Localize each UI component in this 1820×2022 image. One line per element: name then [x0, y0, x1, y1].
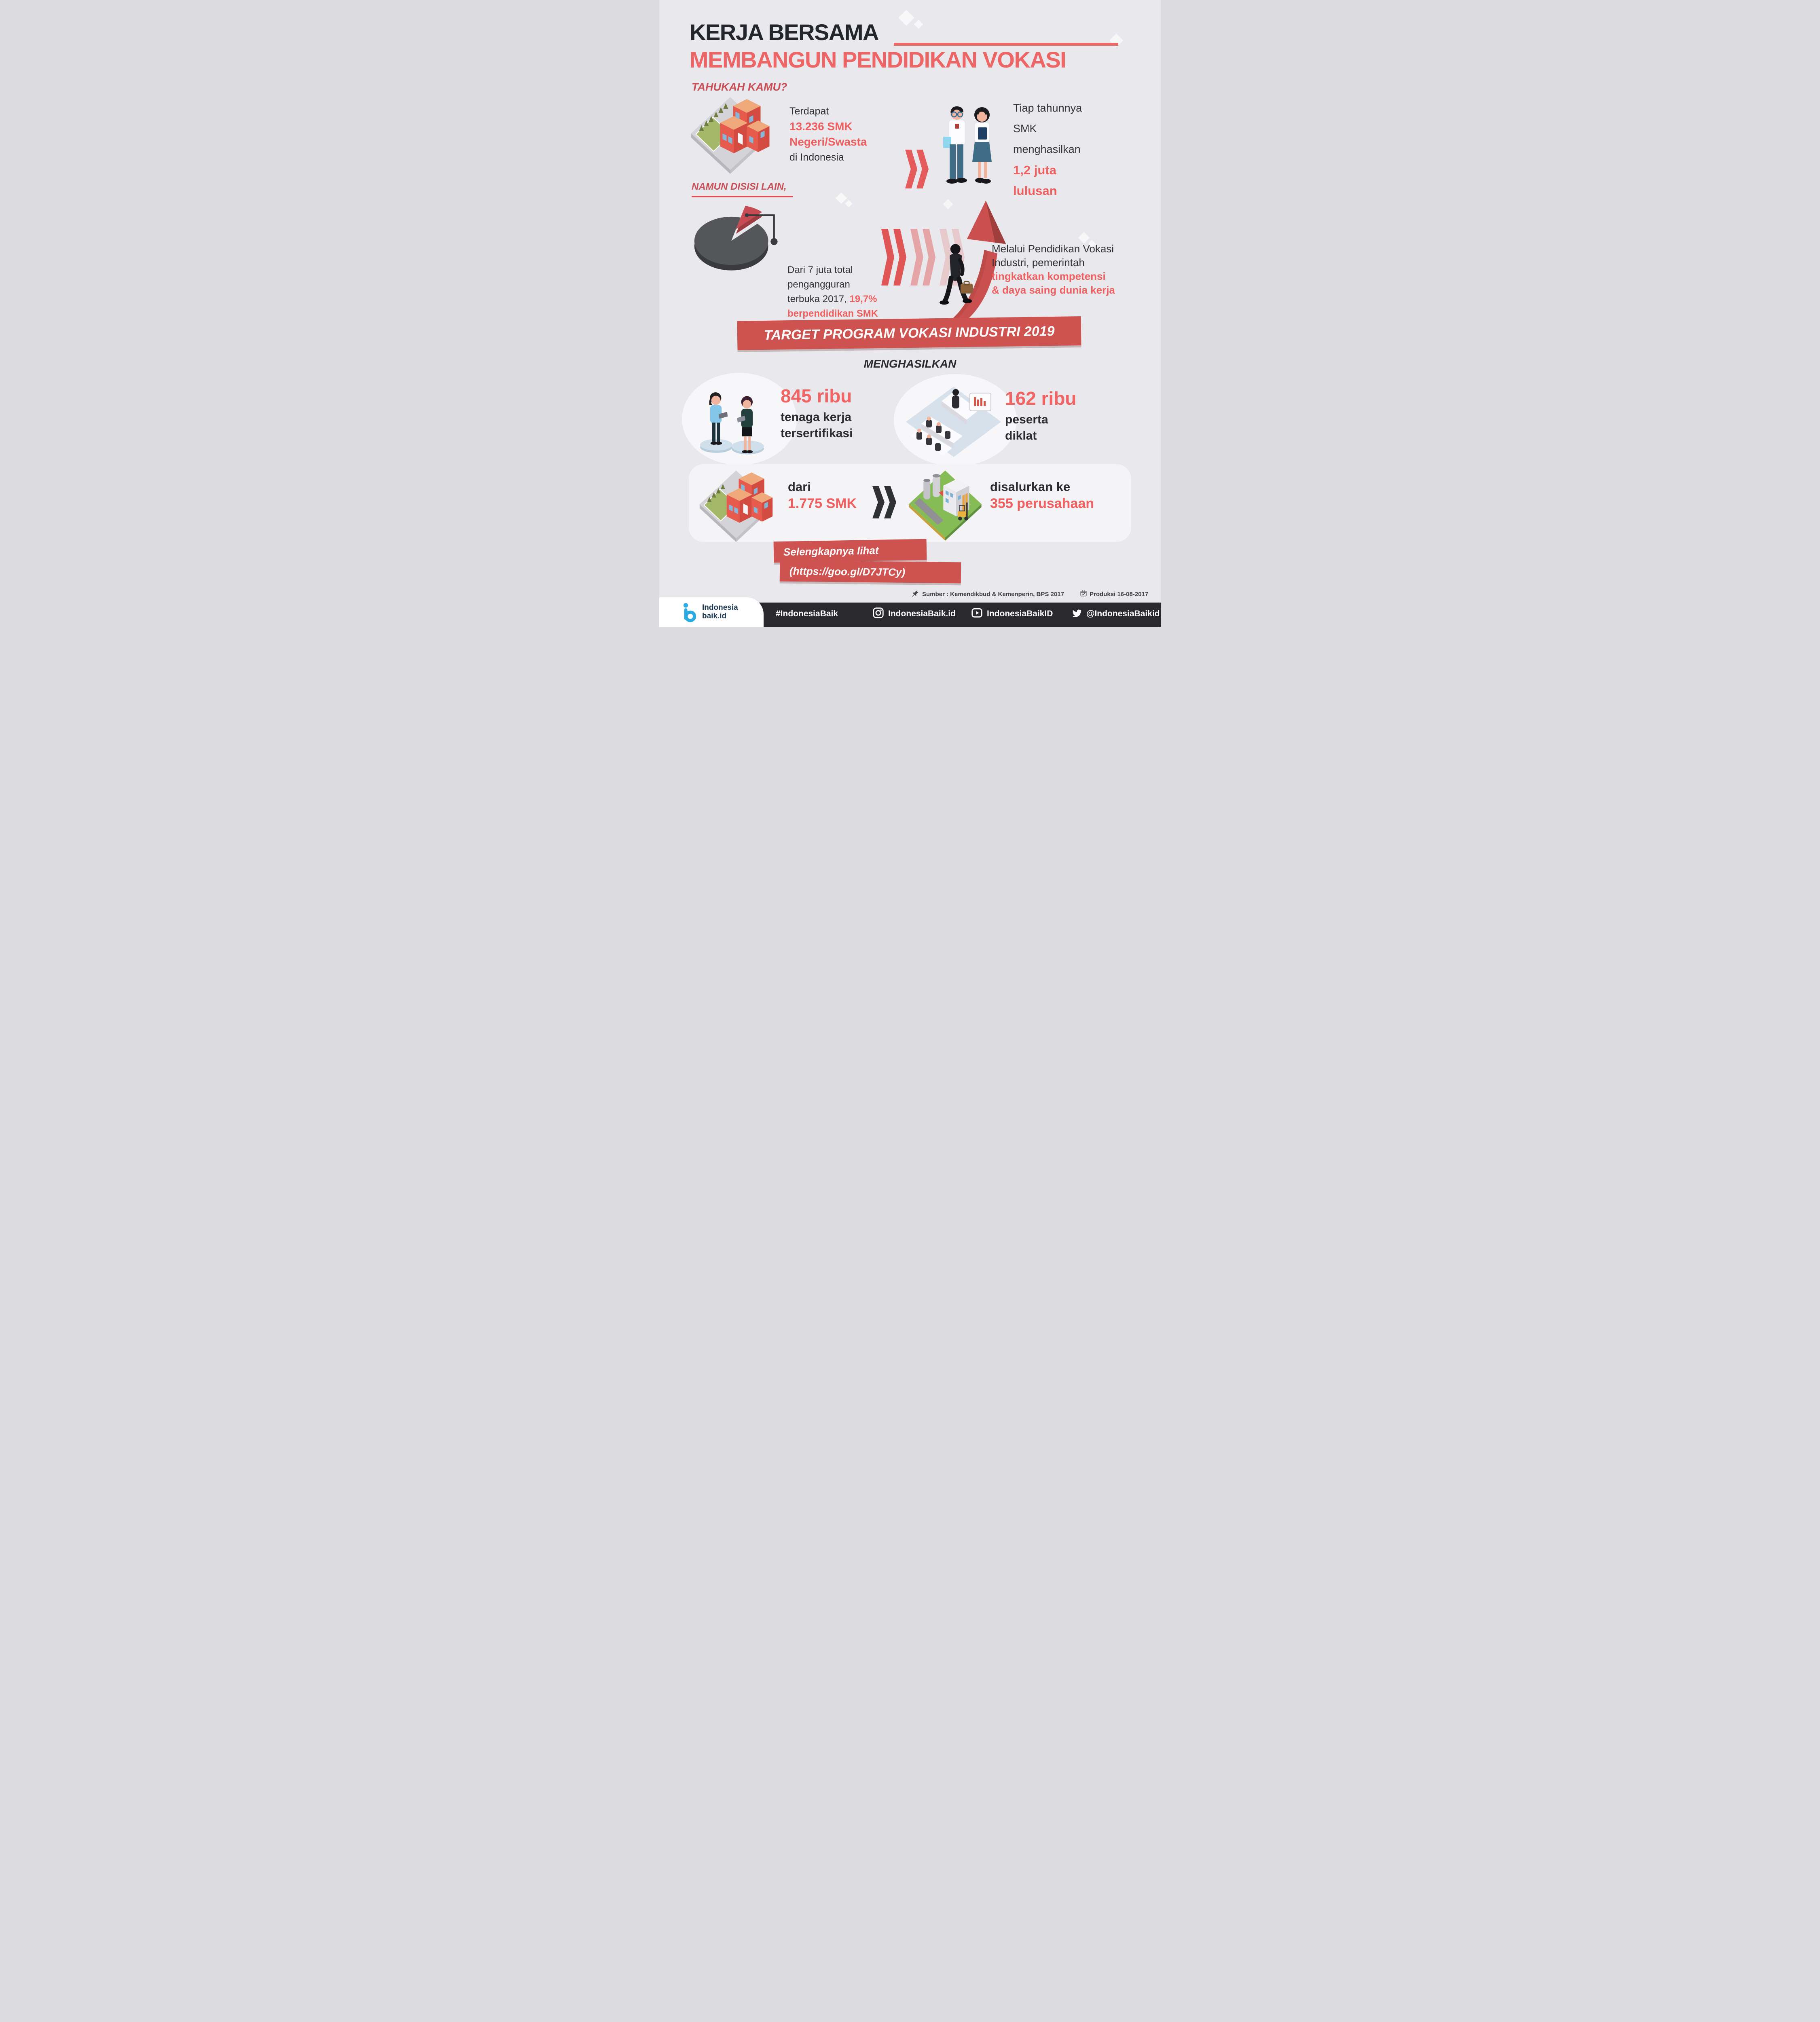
calendar-check-icon [1080, 590, 1087, 596]
footer-instagram-handle[interactable]: IndonesiaBaik.id [888, 609, 956, 618]
fact-text: Industri, pemerintah [992, 256, 1085, 269]
footer-twitter-handle[interactable]: @IndonesiaBaikid [1086, 609, 1160, 618]
fact-highlight: 1,2 juta [1013, 163, 1056, 177]
pie-chart-illustration [694, 206, 778, 271]
fact-text: terbuka 2017, [787, 294, 850, 305]
flow-from-label: dari [788, 480, 811, 494]
fact-highlight: & daya saing dunia kerja [992, 284, 1115, 296]
fact-highlight: tingkatkan kompetensi [992, 270, 1106, 282]
stat-certified-value: 845 ribu [781, 385, 852, 406]
however-vokasi-fact: Melalui Pendidikan Vokasi Industri, peme… [992, 242, 1115, 297]
flow-to-label: disalurkan ke [990, 480, 1071, 494]
fact-text: Melalui Pendidikan Vokasi [992, 243, 1114, 255]
flow-from-value: 1.775 SMK [788, 496, 857, 511]
however-pie-fact: Dari 7 juta total pengangguran terbuka 2… [787, 263, 878, 321]
training-class-illustration [906, 387, 1001, 457]
target-banner-label: TARGET PROGRAM VOKASI INDUSTRI 2019 [764, 323, 1055, 343]
stat-label-line: peserta [1005, 413, 1048, 426]
stat-label-line: tersertifikasi [781, 427, 853, 440]
stat-label-line: diklat [1005, 429, 1037, 442]
logo-line: baik.id [702, 612, 727, 620]
fact-text: menghasilkan [1013, 143, 1081, 155]
chevron-right-icon [905, 150, 917, 188]
fact-text: di Indonesia [789, 152, 844, 163]
fact-text: Terdapat [789, 106, 829, 117]
logo-line: Indonesia [702, 603, 738, 612]
factory-illustration [909, 470, 982, 541]
page-title-line2: MEMBANGUN PENDIDIKAN VOKASI [690, 47, 1067, 72]
title-underline [894, 43, 1118, 46]
fact-text-mixed: terbuka 2017, 19,7% [787, 292, 878, 307]
deco-diamond [914, 19, 923, 29]
know-heading: TAHUKAH KAMU? [692, 81, 787, 93]
footer-youtube-handle[interactable]: IndonesiaBaikID [987, 609, 1053, 618]
target-subheading: MENGHASILKAN [863, 357, 957, 370]
fact-text: pengangguran [787, 279, 850, 290]
footer-logo-card [659, 597, 764, 627]
deco-diamond [898, 10, 914, 26]
instagram-icon[interactable] [873, 607, 884, 618]
fact-highlight: 13.236 SMK [789, 120, 853, 133]
however-heading: NAMUN DISISI LAIN, [692, 181, 787, 192]
stat-training-value: 162 ribu [1005, 388, 1077, 409]
deco-diamond [845, 200, 853, 207]
source-credit: Sumber : Kemendikbud & Kemenperin, BPS 2… [922, 591, 1064, 598]
fact-highlight: 19,7% [849, 294, 877, 305]
youtube-play-icon[interactable] [971, 607, 982, 618]
stat-certified-label: tenaga kerja tersertifikasi [781, 409, 853, 442]
fact-text: Tiap tahunnya [1013, 102, 1082, 114]
flow-to-value: 355 perusahaan [990, 496, 1094, 511]
more-info-url[interactable]: (https://goo.gl/D7JTCy) [789, 565, 906, 578]
footer-hashtag[interactable]: #IndonesiaBaik [776, 609, 838, 618]
production-date: Produksi 16-08-2017 [1090, 591, 1149, 598]
more-info-line1: Selengkapnya lihat [783, 544, 879, 558]
fact-text: Dari 7 juta total [787, 264, 853, 275]
chevron-right-icon [893, 229, 906, 286]
deco-diamond [835, 192, 847, 204]
twitter-icon[interactable] [1071, 608, 1082, 618]
fact-highlight: Negeri/Swasta [789, 135, 867, 148]
indonesiabaik-logo [684, 603, 696, 622]
chevron-right-icon [916, 150, 929, 188]
chevron-right-icon [881, 229, 894, 286]
stat-training-label: peserta diklat [1005, 412, 1048, 444]
logo-wordmark: Indonesia baik.id [702, 603, 738, 620]
more-info-banner-1: Selengkapnya lihat [773, 539, 927, 563]
pushpin-icon [912, 590, 918, 597]
target-banner: TARGET PROGRAM VOKASI INDUSTRI 2019 [737, 316, 1081, 350]
infographic-canvas: KERJA BERSAMA MEMBANGUN PENDIDIKAN VOKAS… [659, 0, 1161, 627]
workers-illustration [700, 392, 764, 455]
however-underline [692, 196, 793, 197]
know-fact-left: Terdapat 13.236 SMK Negeri/Swasta di Ind… [789, 104, 867, 165]
more-info-banner-2[interactable]: (https://goo.gl/D7JTCy) [779, 560, 961, 584]
school-illustration [691, 97, 770, 174]
stat-label-line: tenaga kerja [781, 410, 852, 424]
fact-highlight: lulusan [1013, 184, 1057, 198]
school-illustration [699, 470, 773, 542]
students-illustration [943, 106, 992, 184]
fact-text: SMK [1013, 123, 1037, 135]
page-title-line1: KERJA BERSAMA [690, 19, 879, 45]
know-fact-right: Tiap tahunnya SMK menghasilkan 1,2 juta … [1013, 98, 1082, 201]
fact-highlight: berpendidikan SMK [787, 308, 878, 319]
